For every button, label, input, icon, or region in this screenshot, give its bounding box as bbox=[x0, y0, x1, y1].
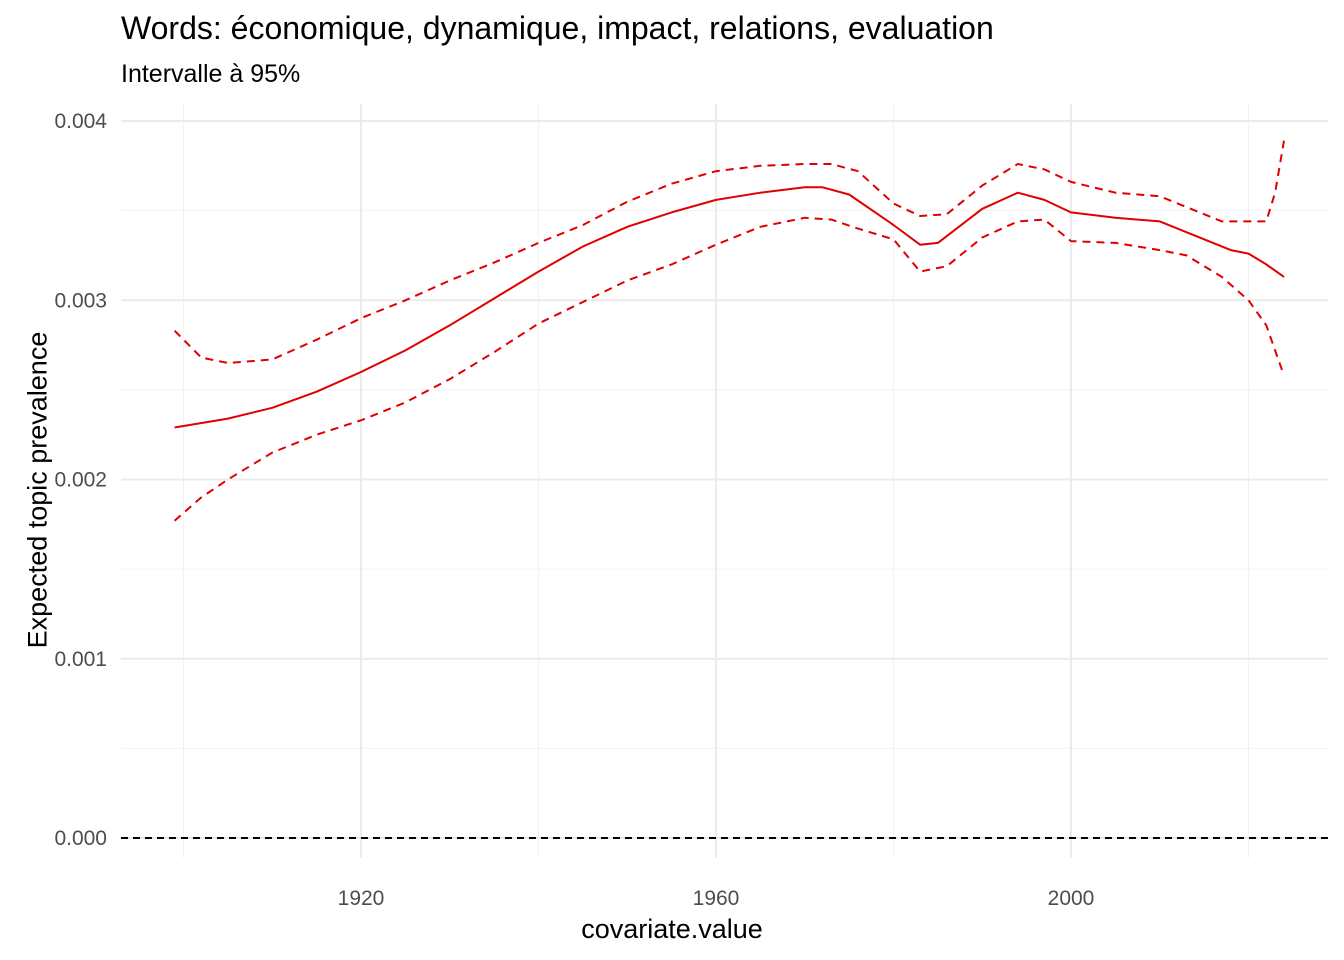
x-tick-label: 1920 bbox=[338, 887, 385, 910]
y-tick-label: 0.004 bbox=[54, 110, 107, 133]
chart-title: Words: économique, dynamique, impact, re… bbox=[121, 10, 994, 46]
estimate-line bbox=[174, 186, 1285, 429]
grid bbox=[121, 104, 1328, 858]
y-tick-label: 0.000 bbox=[54, 827, 107, 850]
series-lines bbox=[173, 140, 1285, 522]
y-axis-label: Expected topic prevalence bbox=[22, 331, 53, 649]
upper-ci-line bbox=[173, 140, 1285, 364]
lower-ci-line bbox=[173, 216, 1285, 522]
chart-subtitle: Intervalle à 95% bbox=[121, 60, 301, 88]
y-tick-label: 0.002 bbox=[54, 469, 107, 492]
y-tick-label: 0.003 bbox=[54, 289, 107, 312]
y-tick-label: 0.001 bbox=[54, 648, 107, 671]
x-tick-label: 2000 bbox=[1048, 887, 1095, 910]
x-tick-label: 1960 bbox=[693, 887, 740, 910]
x-axis-label: covariate.value bbox=[581, 914, 763, 944]
y-tick-labels: 0.000 0.001 0.002 0.003 0.004 bbox=[54, 110, 107, 850]
x-tick-labels: 1920 1960 2000 bbox=[338, 887, 1095, 910]
